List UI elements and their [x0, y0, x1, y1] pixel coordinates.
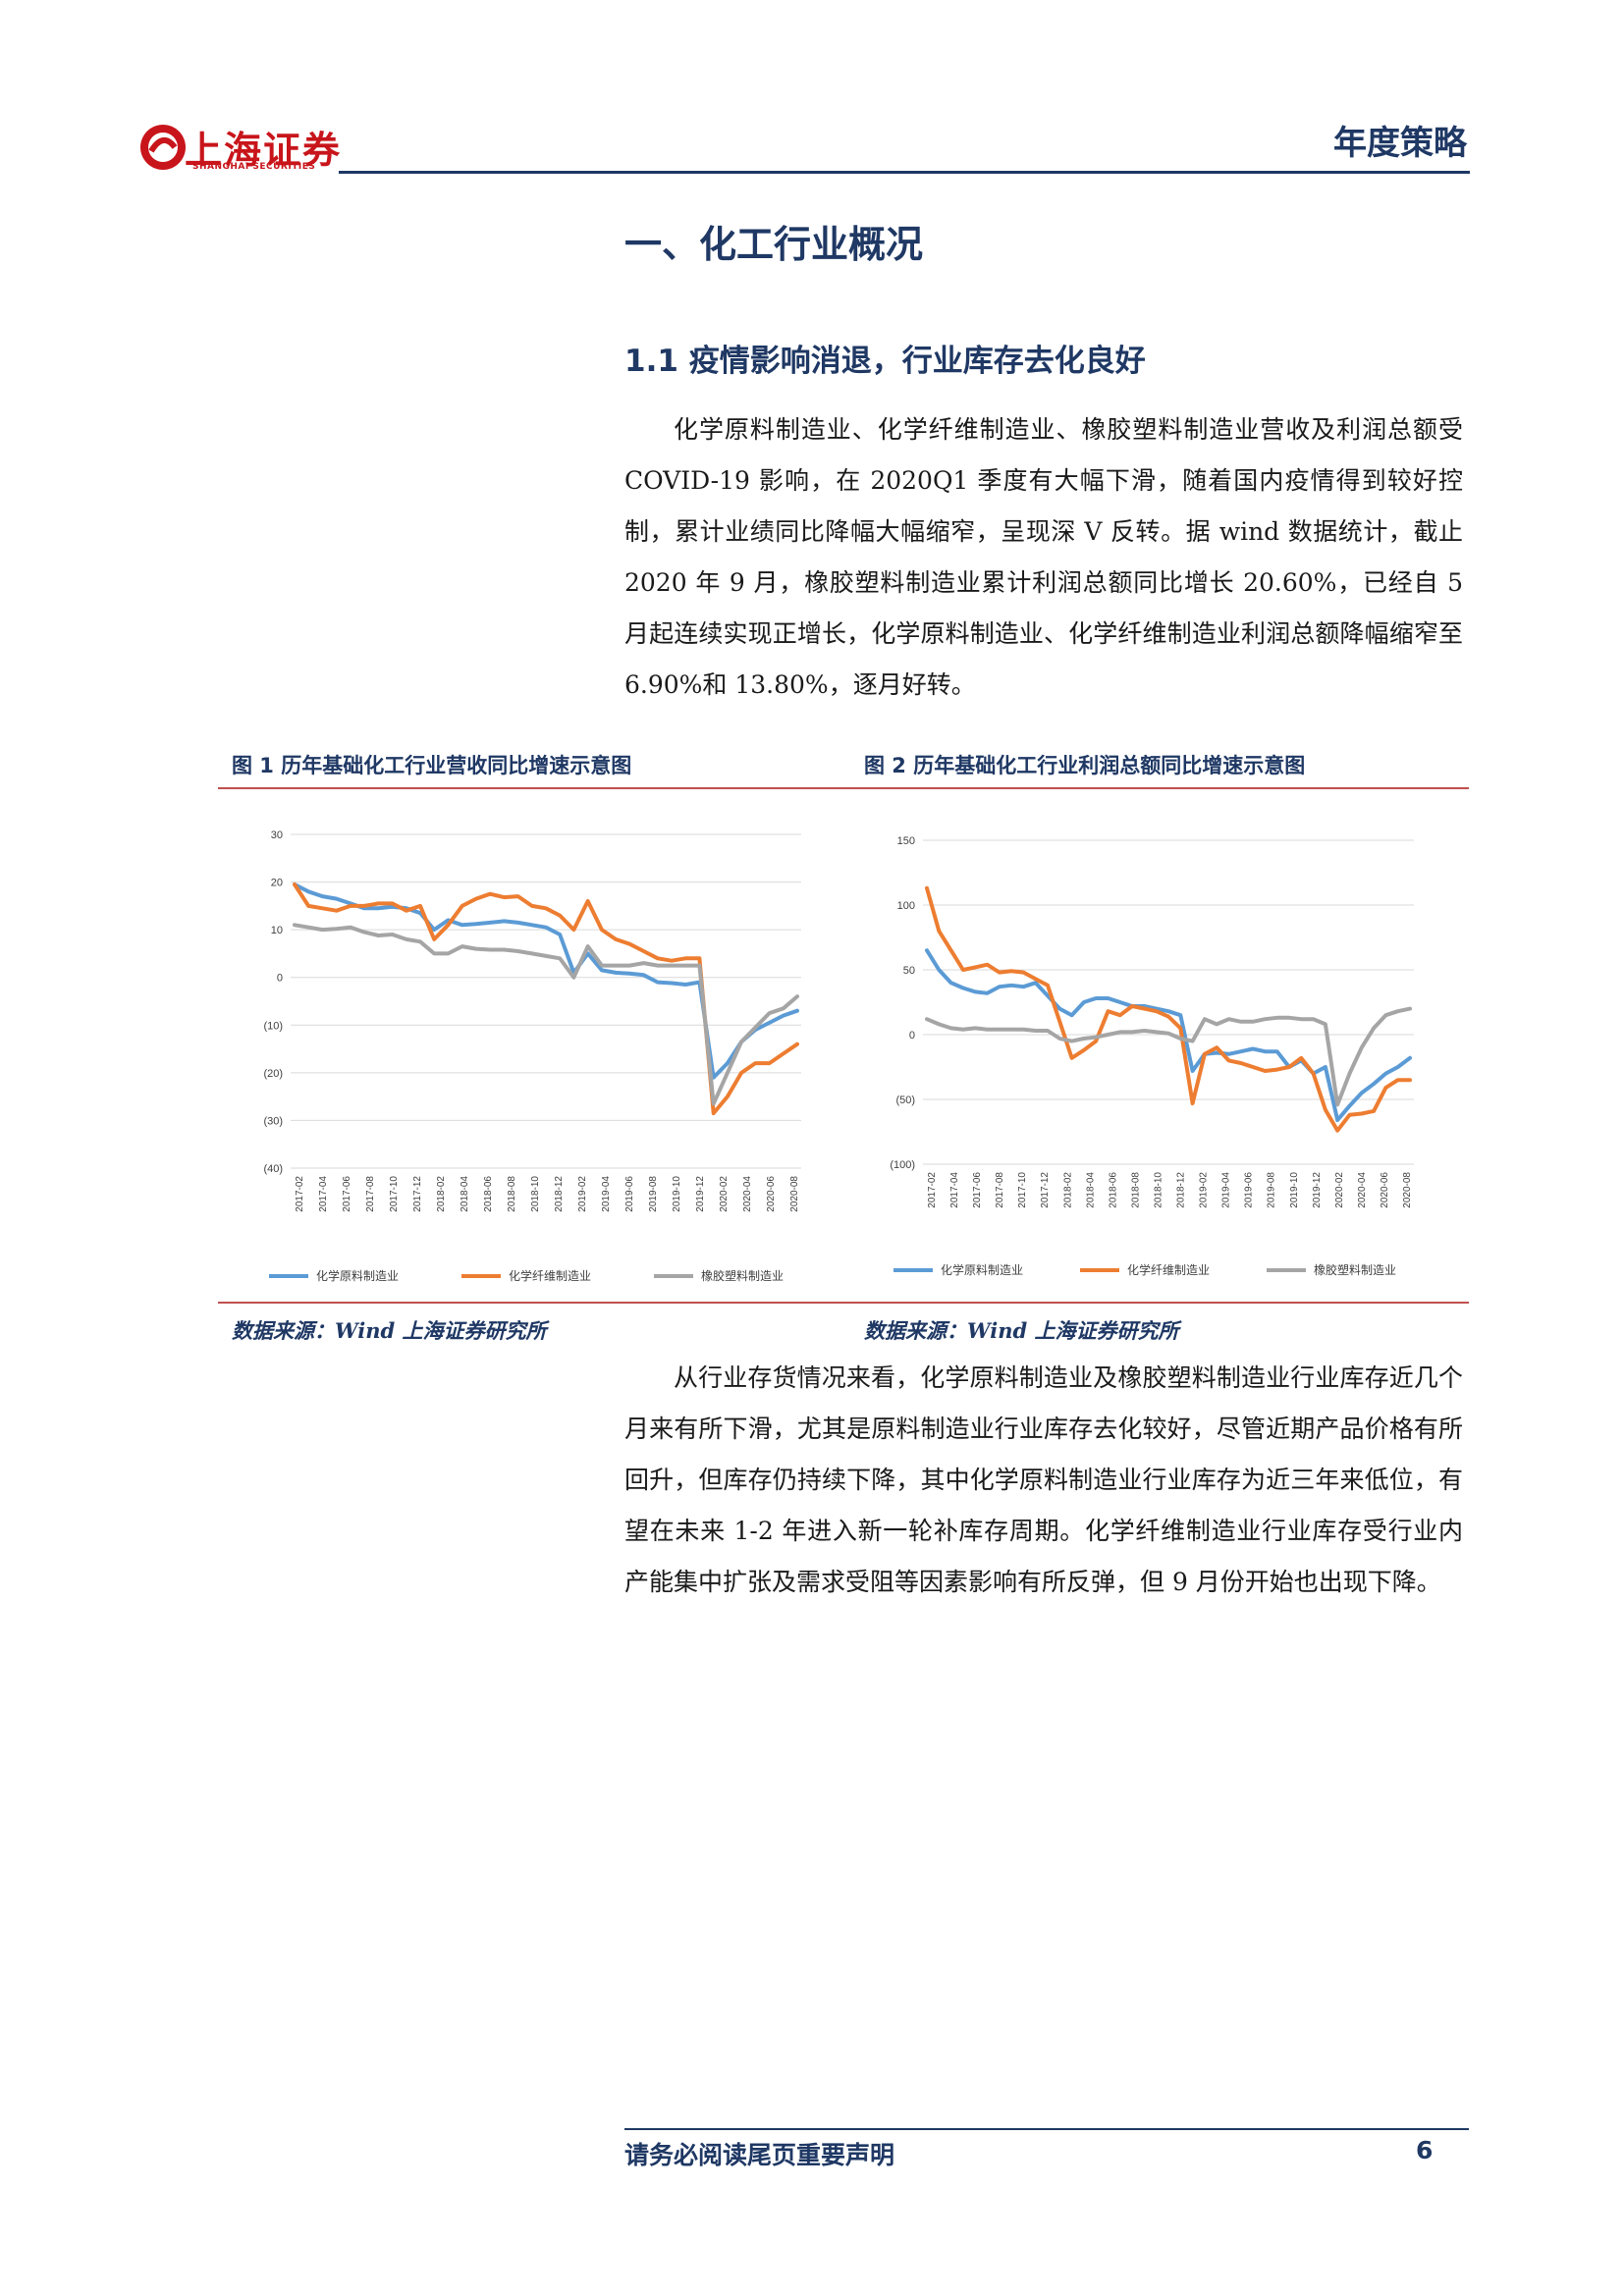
x-tick-label: 2018-02	[1062, 1172, 1073, 1208]
header-divider	[339, 171, 1470, 174]
y-tick-label: 20	[271, 878, 283, 889]
x-tick-label: 2018-10	[1153, 1172, 1164, 1208]
y-tick-label: (10)	[263, 1020, 283, 1032]
x-tick-label: 2019-08	[648, 1176, 659, 1212]
logo-icon	[140, 125, 186, 170]
x-tick-label: 2018-04	[1085, 1172, 1096, 1208]
x-tick-label: 2017-12	[412, 1176, 423, 1212]
body-paragraph-1: 化学原料制造业、化学纤维制造业、橡胶塑料制造业营收及利润总额受 COVID-19…	[624, 415, 1463, 699]
y-tick-label: 10	[271, 925, 283, 936]
x-tick-label: 2017-06	[972, 1172, 983, 1208]
x-tick-label: 2020-02	[719, 1176, 730, 1212]
y-tick-label: 50	[903, 965, 915, 977]
x-tick-label: 2018-02	[436, 1176, 447, 1212]
legend-label: 化学纤维制造业	[509, 1268, 591, 1283]
x-tick-label: 2019-02	[1199, 1172, 1210, 1208]
legend-label: 橡胶塑料制造业	[1314, 1262, 1396, 1277]
page-number: 6	[1416, 2136, 1434, 2164]
figure-bottom-divider	[218, 1302, 1469, 1304]
series-line	[293, 882, 799, 1080]
x-tick-label: 2019-12	[695, 1176, 706, 1212]
logo-text: 上海证券	[185, 129, 343, 172]
figure2-chart: 150 100 50 0 (50) (100) 2017-02 2017-04 2017-06 2…	[890, 835, 1414, 1277]
legend-label: 橡胶塑料制造业	[701, 1268, 784, 1283]
y-tick-label: (30)	[263, 1115, 283, 1127]
figure-top-divider	[218, 787, 1469, 789]
disclaimer-note: 请务必阅读尾页重要声明	[624, 2141, 895, 2169]
x-tick-label: 2019-06	[624, 1176, 635, 1212]
x-tick-label: 2019-08	[1267, 1172, 1277, 1208]
x-tick-label: 2018-06	[1108, 1172, 1118, 1208]
series-line	[293, 923, 799, 1106]
logo-subtext: SHANGHAI SECURITIES	[192, 162, 316, 172]
figure1-source: 数据来源：Wind 上海证券研究所	[232, 1318, 547, 1343]
subsection-number: 1.1	[624, 344, 678, 379]
legend-label: 化学原料制造业	[941, 1262, 1023, 1277]
x-tick-label: 2019-12	[1312, 1172, 1323, 1208]
x-tick-label: 2018-06	[483, 1176, 494, 1212]
x-tick-label: 2017-02	[927, 1172, 938, 1208]
series-line	[293, 882, 799, 1116]
y-tick-label: 150	[897, 835, 915, 847]
x-tick-label: 2020-04	[1357, 1172, 1368, 1208]
body-paragraph-2: 从行业存货情况来看，化学原料制造业及橡胶塑料制造业行业库存近几个月来有所下滑，尤…	[624, 1363, 1463, 1596]
y-tick-label: 0	[277, 973, 283, 985]
legend-label: 化学原料制造业	[316, 1268, 399, 1283]
x-tick-label: 2020-04	[742, 1176, 753, 1212]
x-tick-label: 2018-08	[507, 1176, 517, 1212]
section-title: 一、化工行业概况	[624, 223, 924, 266]
series-line	[925, 885, 1412, 1133]
x-tick-label: 2020-02	[1334, 1172, 1345, 1208]
legend-label: 化学纤维制造业	[1127, 1262, 1210, 1277]
footer-divider	[624, 2128, 1469, 2130]
figure1-chart: 30 20 10 0 (10) (20) (30) (40) 2017-02 2017-04 201…	[263, 829, 801, 1283]
subsection-text: 疫情影响消退，行业库存去化良好	[688, 344, 1146, 379]
x-tick-label: 2018-08	[1130, 1172, 1141, 1208]
x-tick-label: 2020-08	[1402, 1172, 1413, 1208]
report-type-label: 年度策略	[1333, 124, 1467, 163]
x-tick-label: 2018-04	[460, 1176, 470, 1212]
series-line	[925, 948, 1412, 1123]
subsection-title: 1.1 疫情影响消退，行业库存去化良好	[624, 336, 1146, 380]
x-tick-label: 2019-06	[1244, 1172, 1255, 1208]
y-tick-label: (20)	[263, 1068, 283, 1080]
x-tick-label: 2017-04	[949, 1172, 960, 1208]
series-line	[925, 1006, 1412, 1107]
x-tick-label: 2018-10	[530, 1176, 541, 1212]
x-tick-label: 2020-06	[766, 1176, 777, 1212]
x-tick-label: 2019-04	[601, 1176, 612, 1212]
x-tick-label: 2017-04	[318, 1176, 329, 1212]
x-tick-label: 2019-02	[577, 1176, 588, 1212]
x-tick-label: 2019-04	[1221, 1172, 1232, 1208]
figure1-title: 图 1 历年基础化工行业营收同比增速示意图	[232, 754, 632, 777]
x-tick-label: 2017-12	[1040, 1172, 1051, 1208]
x-tick-label: 2017-08	[995, 1172, 1005, 1208]
x-tick-label: 2017-06	[342, 1176, 352, 1212]
x-tick-label: 2017-10	[1017, 1172, 1028, 1208]
x-tick-label: 2018-12	[554, 1176, 565, 1212]
y-tick-label: (100)	[890, 1159, 915, 1171]
figure2-source: 数据来源：Wind 上海证券研究所	[864, 1318, 1179, 1343]
y-tick-label: (50)	[895, 1095, 915, 1106]
x-tick-label: 2020-08	[789, 1176, 800, 1212]
x-tick-label: 2020-06	[1380, 1172, 1390, 1208]
x-tick-label: 2017-02	[295, 1176, 305, 1212]
y-tick-label: 100	[897, 900, 915, 912]
y-tick-label: 30	[271, 829, 283, 841]
y-tick-label: (40)	[263, 1163, 283, 1175]
figure2-title: 图 2 历年基础化工行业利润总额同比增速示意图	[864, 754, 1306, 777]
x-tick-label: 2017-08	[365, 1176, 376, 1212]
x-tick-label: 2019-10	[1289, 1172, 1300, 1208]
x-tick-label: 2018-12	[1176, 1172, 1187, 1208]
y-tick-label: 0	[909, 1030, 915, 1041]
x-tick-label: 2017-10	[389, 1176, 400, 1212]
x-tick-label: 2019-10	[672, 1176, 682, 1212]
